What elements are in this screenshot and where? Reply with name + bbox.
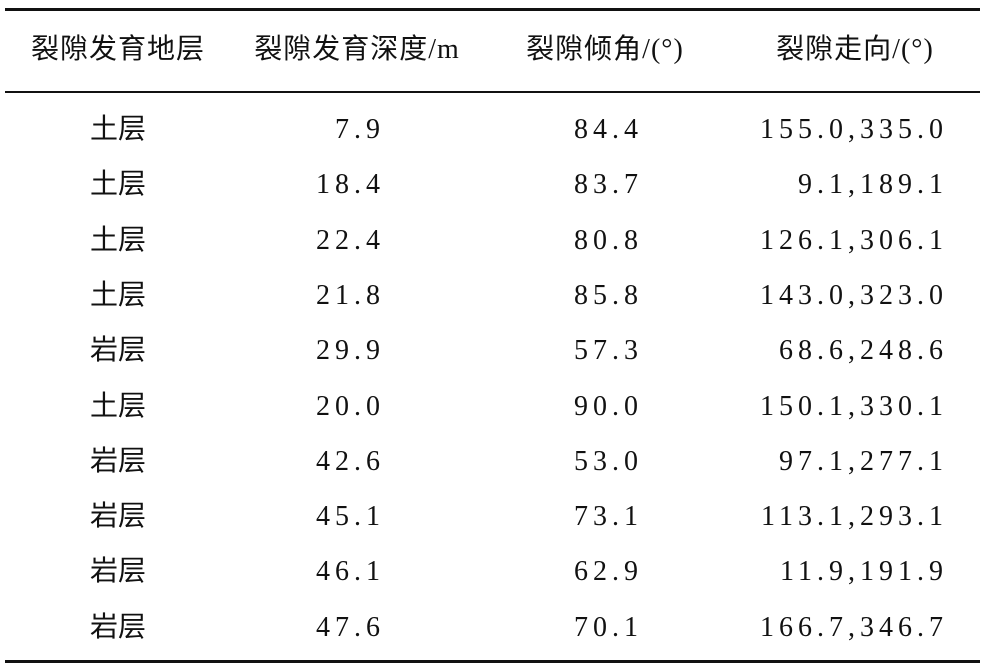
layer-cell: 土层 (89, 390, 147, 422)
strike-cell: 143.0,323.0 (760, 279, 948, 311)
depth-cell: 22.4 (316, 224, 385, 256)
depth-cell: 7.9 (335, 114, 385, 145)
depth-cell: 47.6 (316, 611, 385, 643)
strike-cell: 126.1,306.1 (760, 224, 948, 256)
layer-cell: 岩层 (89, 501, 147, 533)
bottom-rule (5, 660, 980, 663)
strike-cell: 11.9,191.9 (780, 556, 948, 588)
dip-cell: 73.1 (574, 501, 643, 533)
depth-cell: 42.6 (316, 445, 385, 477)
dip-cell: 90.0 (574, 390, 643, 422)
dip-cell: 53.0 (574, 445, 643, 477)
strike-cell: 68.6,248.6 (779, 335, 948, 367)
layer-cell: 岩层 (89, 611, 147, 643)
strike-cell: 155.0,335.0 (760, 114, 948, 145)
strike-cell: 166.7,346.7 (760, 611, 948, 643)
dip-cell: 80.8 (574, 224, 643, 256)
layer-cell: 土层 (89, 114, 147, 145)
dip-cell: 70.1 (574, 611, 643, 643)
strike-cell: 9.1,189.1 (798, 169, 948, 201)
layer-cell: 岩层 (89, 445, 147, 477)
depth-cell: 18.4 (316, 169, 385, 201)
depth-cell: 20.0 (316, 390, 385, 422)
layer-cell: 土层 (89, 224, 147, 256)
dip-cell: 57.3 (574, 335, 643, 367)
column-header: 裂隙走向/(°) (776, 34, 934, 65)
column-header: 裂隙倾角/(°) (526, 34, 684, 65)
dip-cell: 62.9 (574, 556, 643, 588)
depth-cell: 45.1 (316, 501, 385, 533)
strike-cell: 97.1,277.1 (779, 445, 948, 477)
strike-cell: 150.1,330.1 (760, 390, 948, 422)
strike-cell: 113.1,293.1 (761, 501, 948, 533)
dip-cell: 85.8 (574, 279, 643, 311)
depth-cell: 29.9 (316, 335, 385, 367)
header-rule (5, 91, 980, 93)
layer-cell: 岩层 (89, 335, 147, 367)
layer-cell: 土层 (89, 279, 147, 311)
column-header: 裂隙发育地层 (30, 34, 206, 65)
column-header: 裂隙发育深度/m (254, 34, 460, 65)
depth-cell: 21.8 (316, 279, 385, 311)
dip-cell: 83.7 (574, 169, 643, 201)
depth-cell: 46.1 (316, 556, 385, 588)
dip-cell: 84.4 (574, 114, 643, 145)
top-rule (5, 8, 980, 11)
layer-cell: 土层 (89, 169, 147, 201)
layer-cell: 岩层 (89, 556, 147, 588)
